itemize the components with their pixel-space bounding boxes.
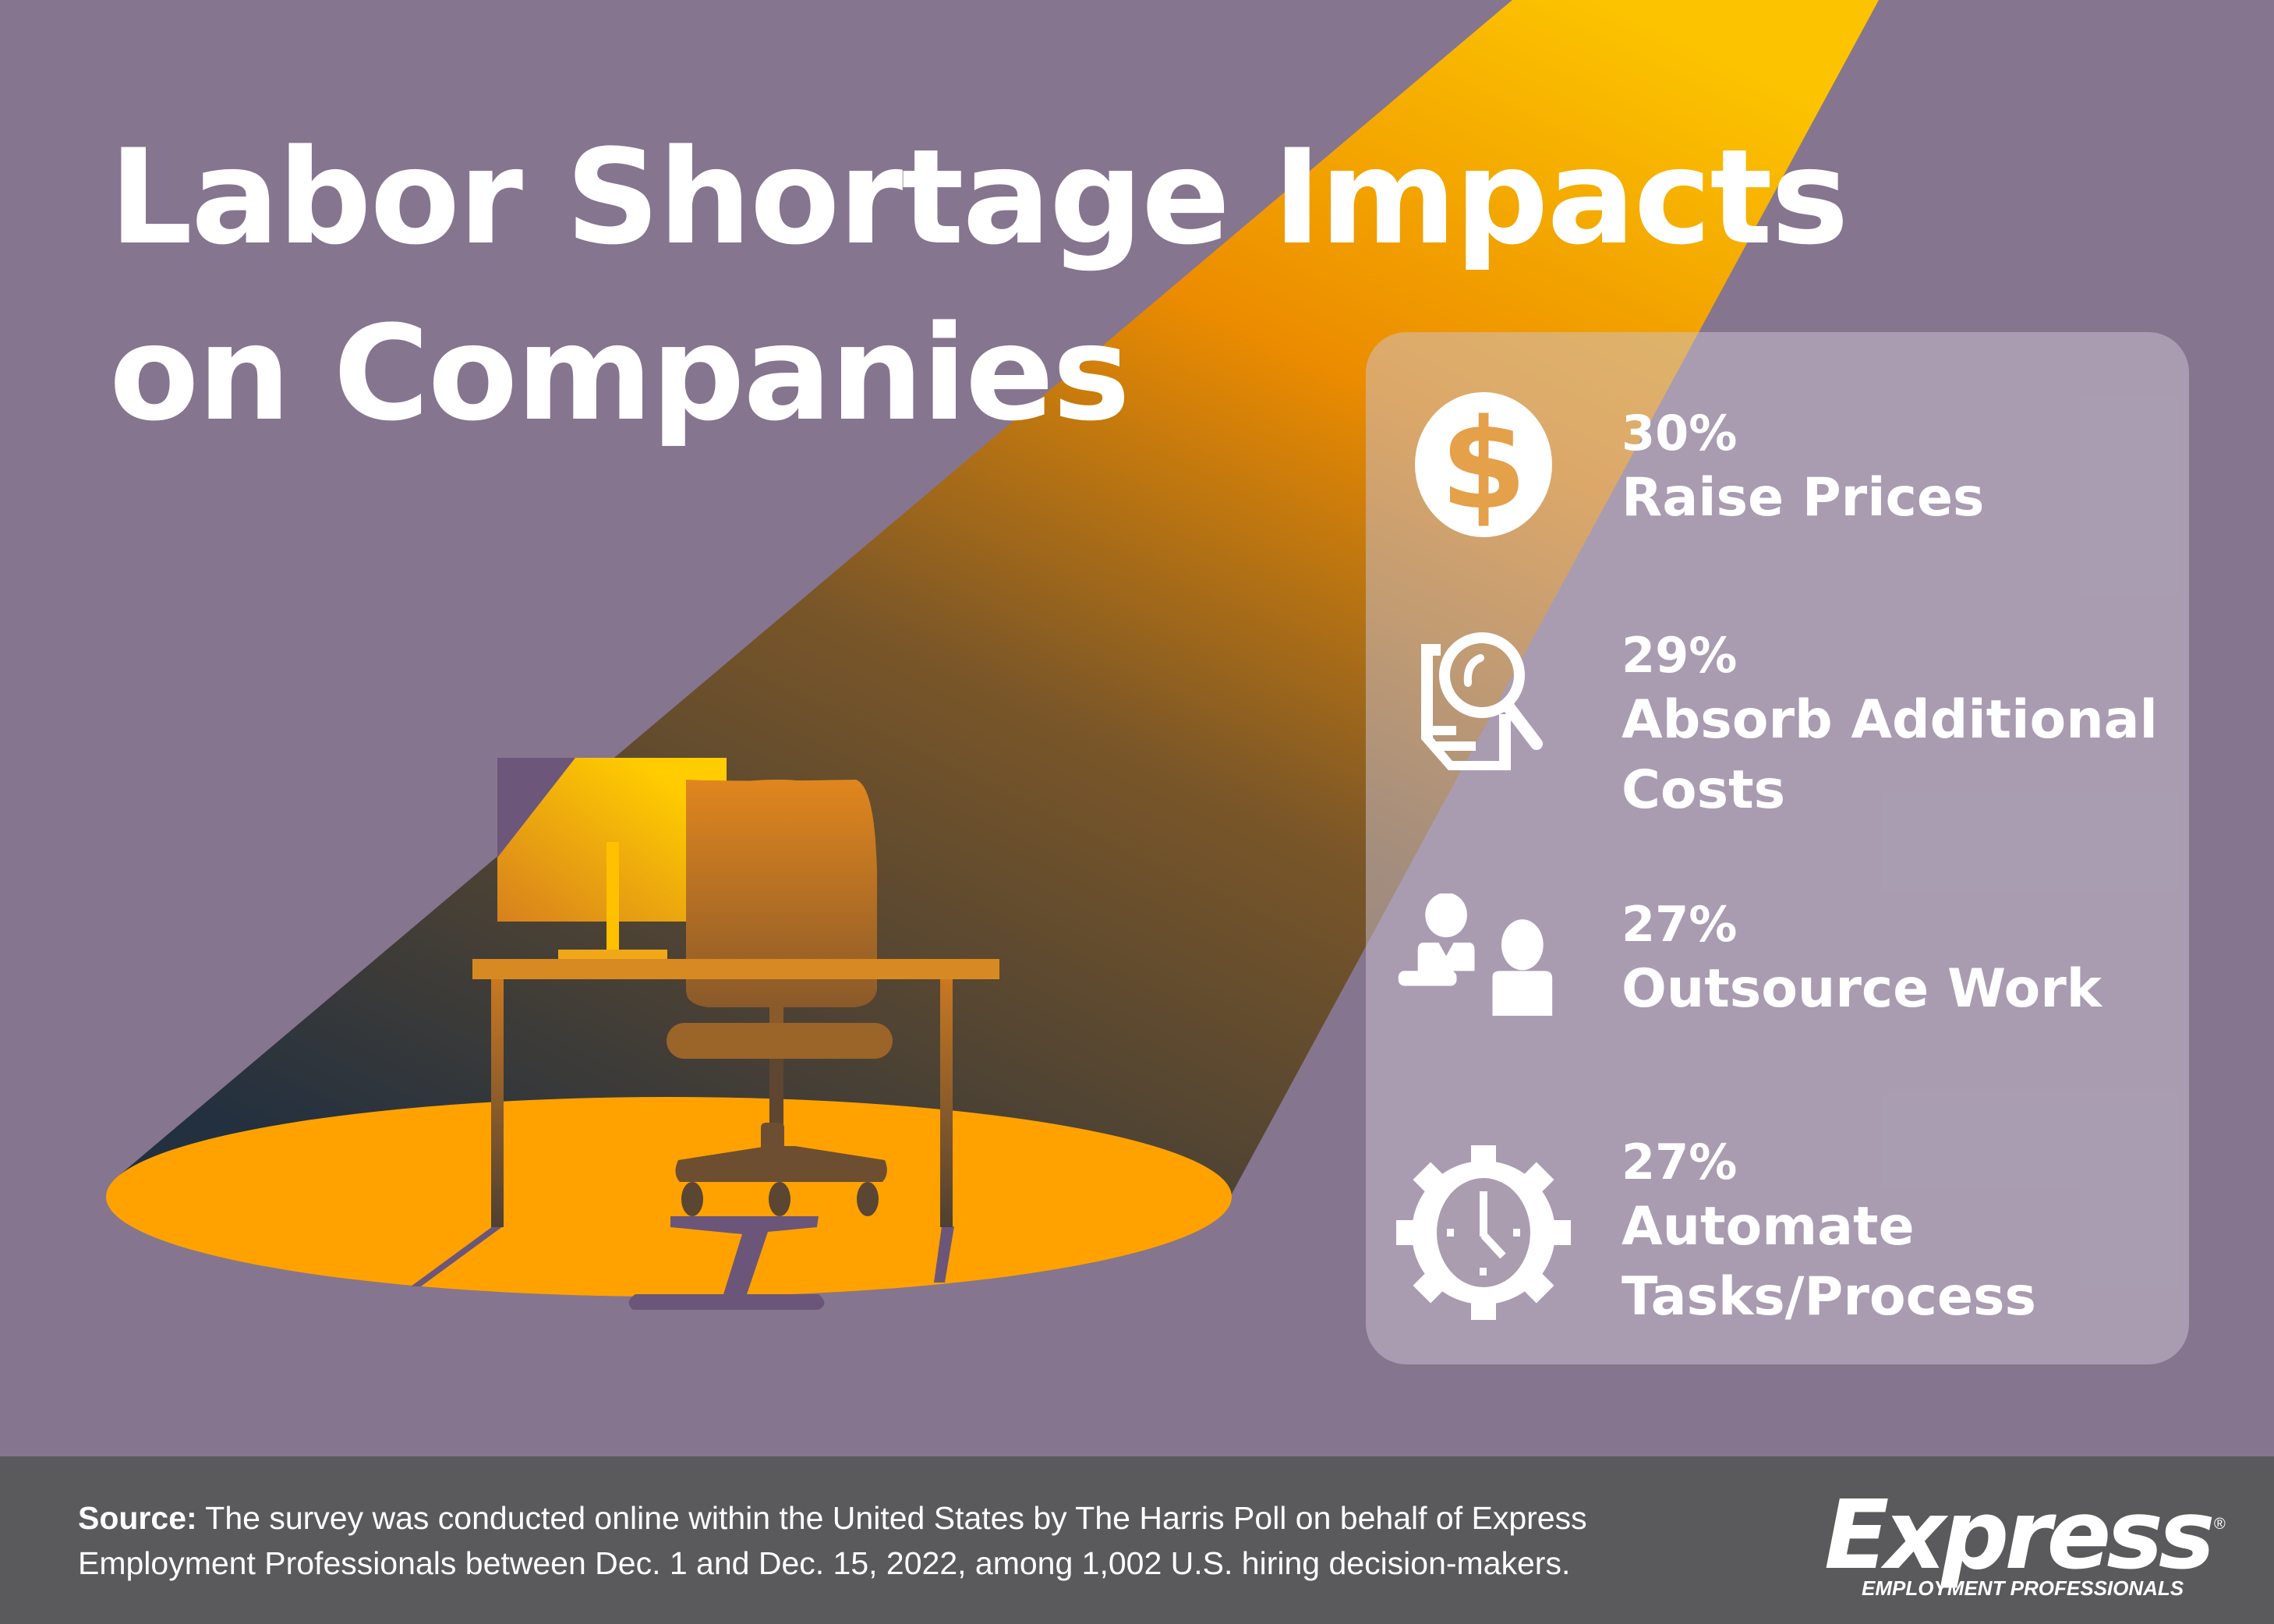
logo-tagline: EMPLOYMENT PROFESSIONALS (1862, 1576, 2184, 1600)
svg-text:$: $ (1440, 391, 1526, 537)
title-line-1: Labor Shortage Impacts (109, 121, 1849, 274)
gear-clock-icon (1394, 1143, 1573, 1322)
illustration-scene (106, 0, 1879, 1310)
stat-label: Outsource Work (1622, 958, 2102, 1020)
footer: Source: The survey was conducted online … (0, 1456, 2274, 1624)
page-title: Labor Shortage Impacts on Companies (109, 109, 1849, 462)
dollar-circle-icon: $ (1394, 391, 1573, 539)
stat-percent: 30% (1622, 405, 1738, 462)
source-text-line-2: Employment Professionals between Dec. 1 … (78, 1545, 1571, 1581)
document-search-icon (1394, 621, 1573, 777)
stat-percent: 29% (1622, 627, 1738, 684)
spotlight-desk-illustration (106, 0, 1879, 1310)
source-note: Source: The survey was conducted online … (78, 1495, 1793, 1586)
express-logo: Express ® EMPLOYMENT PROFESSIONALS (1824, 1484, 2230, 1600)
stats-panel: $ 30% Raise Prices 29% Absorb Additional… (1366, 332, 2189, 1364)
stat-label-line-1: Absorb Additional (1622, 689, 2158, 751)
logo-wordmark: Express (1824, 1480, 2216, 1590)
stat-label-line-2: Costs (1622, 759, 1786, 821)
source-label: Source: (78, 1500, 197, 1536)
people-outsource-icon (1394, 893, 1573, 1026)
title-line-2: on Companies (109, 297, 1130, 450)
floor-spotlight (106, 1097, 1232, 1297)
stat-label: Raise Prices (1622, 467, 1985, 529)
stat-percent: 27% (1622, 1134, 1738, 1191)
stat-percent: 27% (1622, 896, 1738, 953)
source-text-line-1: The survey was conducted online within t… (196, 1500, 1587, 1536)
stat-label-line-1: Automate (1622, 1196, 1915, 1258)
stat-label-line-2: Tasks/Process (1622, 1266, 2036, 1328)
logo-registered-mark: ® (2214, 1516, 2226, 1533)
